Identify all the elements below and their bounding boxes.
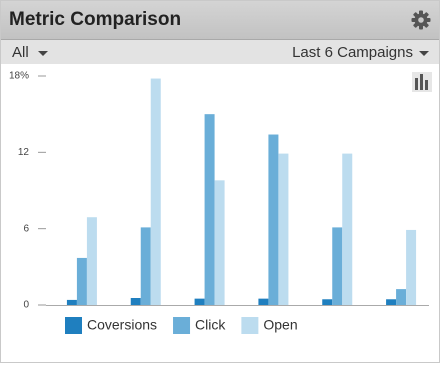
dropdown-caret [419, 51, 429, 56]
bar [278, 153, 289, 305]
widget-title: Metric Comparison [9, 9, 182, 30]
bar [204, 114, 215, 305]
legend-swatch [65, 317, 82, 334]
legend-label: Open [263, 317, 297, 333]
bar [194, 298, 205, 305]
bar [342, 153, 353, 305]
bar [386, 299, 397, 305]
bar [258, 298, 269, 305]
bar [268, 134, 279, 305]
legend-swatch [173, 317, 191, 334]
bar [76, 257, 87, 305]
bar [322, 299, 333, 305]
y-tick-label: 6 [23, 223, 29, 234]
bar [406, 229, 417, 305]
y-tick-label: 0 [23, 300, 29, 311]
bar [332, 227, 343, 305]
y-tick-label: 12 [18, 147, 30, 158]
bar [150, 78, 161, 306]
bar [130, 298, 141, 305]
filter-bar: All Last 6 Campaigns [1, 40, 439, 64]
segment-dropdown[interactable]: All [12, 44, 29, 61]
bar [214, 180, 225, 305]
legend-swatch [241, 317, 259, 334]
legend-label: Click [195, 317, 226, 333]
bar [396, 289, 407, 305]
dropdown-caret [38, 51, 48, 56]
header: Metric Comparison [1, 1, 439, 40]
bar [86, 217, 97, 305]
settings-icon[interactable] [411, 10, 431, 30]
bar [140, 227, 151, 305]
legend-label: Coversions [87, 317, 157, 333]
y-tick-label: 18% [9, 71, 29, 82]
chart: 0 6 12 18% Coversions Click Open [9, 71, 432, 334]
chart-type-icon[interactable] [412, 72, 432, 92]
range-dropdown[interactable]: Last 6 Campaigns [292, 44, 413, 61]
bar [66, 299, 77, 305]
